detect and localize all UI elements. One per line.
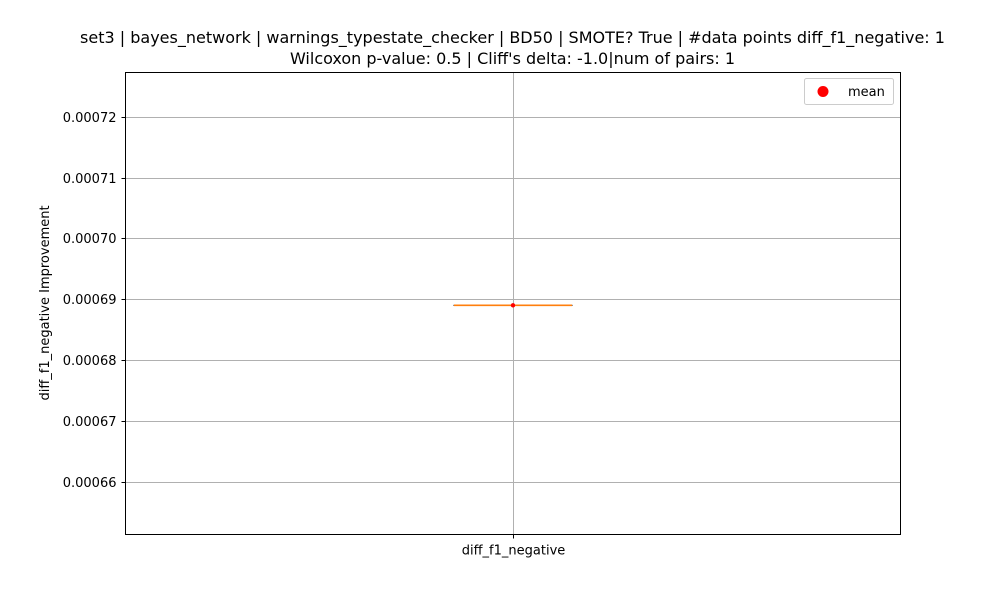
mean-marker: [510, 303, 516, 308]
chart-title-line2: Wilcoxon p-value: 0.5 | Cliff's delta: -…: [290, 49, 735, 68]
x-axis-ticks: diff_f1_negative: [462, 534, 566, 559]
box-plot-elements: [453, 303, 573, 308]
legend-mean-label: mean: [848, 85, 885, 100]
y-tick-label: 0.00066: [63, 476, 117, 491]
x-tick-label: diff_f1_negative: [462, 544, 566, 559]
legend-box: [804, 78, 894, 105]
y-tick-label: 0.00070: [63, 232, 117, 247]
y-tick-label: 0.00068: [63, 354, 117, 369]
legend: mean: [804, 78, 894, 105]
y-axis-ticks: 0.00066 0.00067 0.00068 0.00069 0.00070 0.000…: [63, 111, 126, 491]
chart-title-line1: set3 | bayes_network | warnings_typestat…: [80, 28, 945, 48]
y-axis-label: diff_f1_negative Improvement: [38, 205, 53, 400]
y-tick-label: 0.00071: [63, 172, 117, 187]
y-tick-label: 0.00069: [63, 293, 117, 308]
y-tick-label: 0.00072: [63, 111, 117, 126]
grid-lines: [125, 72, 901, 535]
y-tick-label: 0.00067: [63, 415, 117, 430]
legend-mean-marker: [817, 86, 829, 97]
